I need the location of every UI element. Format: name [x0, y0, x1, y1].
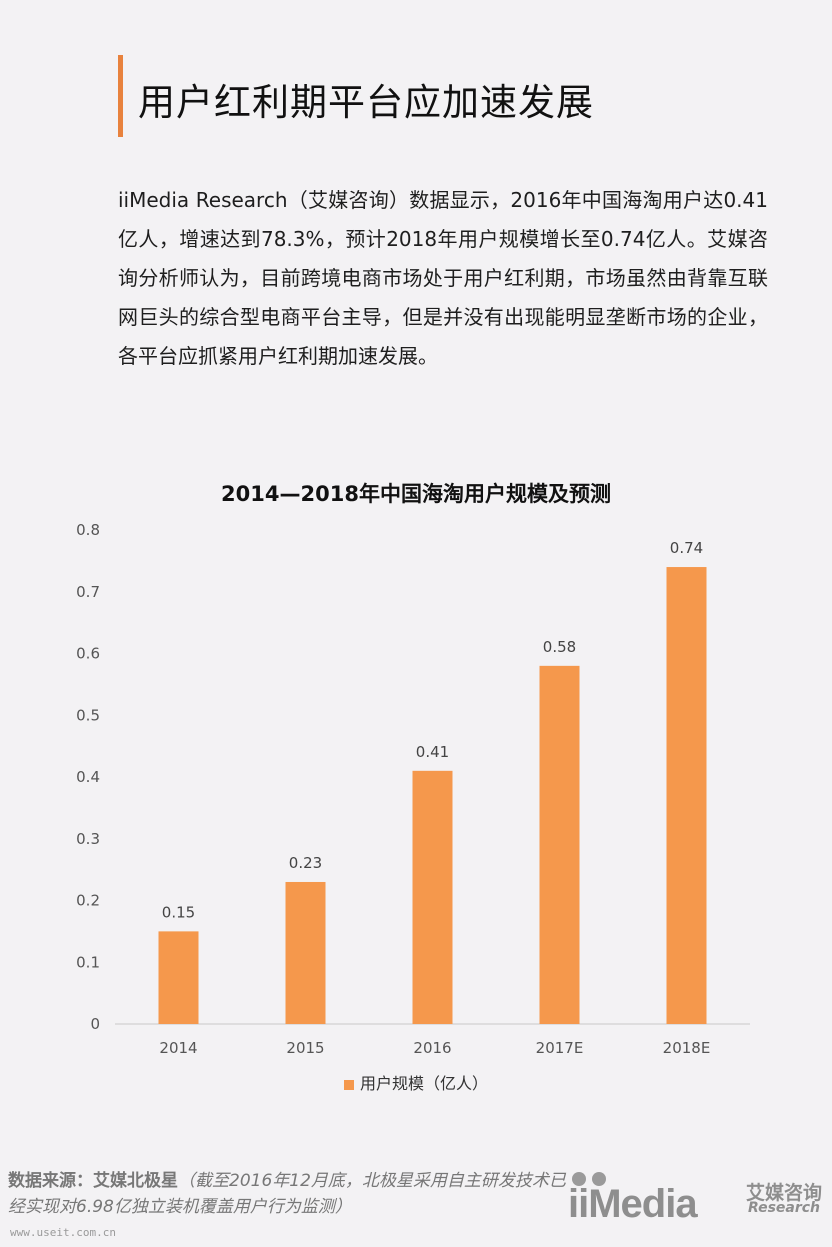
y-tick-label: 0.8 [76, 521, 100, 539]
source-detail: （截至2016年12月底，北极星采用自主研发技术已经实现对6.98亿独立装机覆盖… [8, 1171, 566, 1217]
x-tick-label: 2016 [413, 1039, 451, 1057]
x-tick-label: 2015 [286, 1039, 324, 1057]
logo-dots-icon [572, 1172, 616, 1194]
x-tick-label: 2017E [536, 1039, 584, 1057]
bar-2015 [285, 881, 326, 1024]
y-tick-label: 0.1 [76, 953, 100, 971]
summary-paragraph: iiMedia Research（艾媒咨询）数据显示，2016年中国海淘用户达0… [118, 188, 768, 368]
title-accent-bar [118, 55, 123, 137]
chart-plot: 0 0.1 0.2 0.3 0.4 0.5 0.6 0.7 0.8 0.15 2014 0.23 201… [76, 521, 750, 1057]
logo-dot [572, 1172, 586, 1186]
bar-2014 [158, 931, 199, 1024]
y-tick-label: 0.4 [76, 768, 100, 786]
bar-2016 [412, 770, 453, 1024]
data-label: 0.41 [416, 743, 449, 761]
bar-2017E [539, 665, 580, 1024]
logo-cn: 艾媒咨询 [746, 1182, 823, 1204]
data-label: 0.23 [289, 854, 322, 872]
data-label: 0.74 [670, 539, 703, 557]
x-tick-label: 2018E [663, 1039, 711, 1057]
imedia-logo: iiMedia 艾媒咨询 Research [568, 1168, 828, 1228]
y-tick-label: 0 [90, 1015, 100, 1033]
chart-title: 2014—2018年中国海淘用户规模及预测 [221, 482, 611, 506]
x-tick-label: 2014 [159, 1039, 197, 1057]
y-tick-label: 0.5 [76, 706, 100, 724]
chart-legend: 用户规模（亿人） [0, 1070, 832, 1094]
data-label: 0.15 [162, 903, 195, 921]
bar-2018E [666, 567, 707, 1024]
logo-word: iiMedia [568, 1182, 698, 1226]
logo-en: Research [748, 1200, 821, 1216]
y-tick-label: 0.2 [76, 892, 100, 910]
source-note: 数据来源：艾媒北极星（截至2016年12月底，北极星采用自主研发技术已经实现对6… [8, 1168, 568, 1220]
page-title: 用户红利期平台应加速发展 [138, 81, 594, 124]
y-tick-label: 0.7 [76, 583, 100, 601]
logo-dot [592, 1172, 606, 1186]
data-label: 0.58 [543, 638, 576, 656]
bar-chart: 2014—2018年中国海淘用户规模及预测 0 0.1 0.2 0.3 0.4 0.5 0.… [0, 460, 832, 1100]
legend-swatch [343, 1079, 354, 1090]
y-tick-label: 0.3 [76, 830, 100, 848]
legend-label: 用户规模（亿人） [359, 1074, 488, 1093]
watermark-url: www.useit.com.cn [10, 1226, 116, 1239]
source-label: 数据来源：艾媒北极星 [8, 1171, 178, 1191]
y-tick-label: 0.6 [76, 645, 100, 663]
